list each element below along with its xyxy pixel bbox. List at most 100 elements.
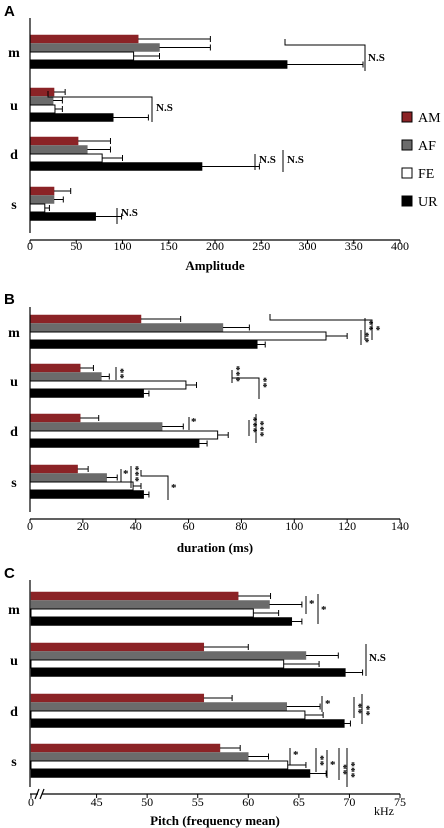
significance-label: *** (133, 465, 145, 482)
category-label: d (10, 148, 18, 163)
significance-label: * (123, 468, 129, 480)
bar-af (30, 752, 249, 761)
x-tick-label: 400 (391, 239, 409, 253)
bar-am (30, 642, 205, 652)
bar-af (30, 651, 307, 660)
bar-ur (30, 668, 346, 677)
x-tick-label: 150 (160, 239, 178, 253)
bar-am (29, 413, 81, 423)
x-tick-label: 140 (391, 519, 409, 533)
category-label: s (11, 476, 17, 491)
bar-fe (29, 331, 327, 341)
x-axis-title: Pitch (frequency mean) (150, 813, 280, 828)
x-axis-title: Amplitude (185, 258, 244, 273)
x-tick-label: 100 (114, 239, 132, 253)
bar-af (29, 473, 107, 482)
panel-letter: A (4, 3, 15, 20)
significance-label: * (321, 604, 327, 616)
significance-label: * (293, 749, 299, 761)
x-tick-label: 0 (27, 519, 33, 533)
significance-bracket (140, 470, 169, 496)
bar-fe (29, 153, 103, 163)
significance-label: ** (118, 368, 130, 380)
significance-label: N.S (156, 102, 173, 114)
significance-label: *** (251, 416, 263, 433)
significance-bracket (284, 39, 366, 67)
x-tick-label: 60 (242, 795, 254, 809)
bar-ur (30, 617, 293, 626)
legend-label-af: AF (418, 139, 436, 154)
significance-label: N.S (369, 652, 386, 664)
x-tick-label: 45 (91, 795, 103, 809)
x-tick-label: 300 (299, 239, 317, 253)
bar-am (29, 314, 142, 324)
bar-fe (29, 430, 219, 440)
category-label: d (10, 425, 18, 440)
bar-am (30, 693, 205, 703)
panel-letter: B (4, 291, 15, 308)
x-tick-label: 120 (338, 519, 356, 533)
legend-label-ur: UR (418, 195, 438, 210)
significance-label: N.S (259, 154, 276, 166)
x-tick-label: 75 (394, 795, 406, 809)
significance-label: N.S (368, 52, 385, 64)
category-label: s (11, 755, 17, 770)
legend: AM AF FE UR (401, 111, 441, 210)
bar-am (29, 87, 55, 97)
axis-break (39, 788, 45, 800)
bar-af (29, 195, 55, 204)
bar-ur (29, 439, 200, 448)
category-label: u (10, 654, 18, 669)
significance-label: *** (234, 365, 246, 382)
significance-label: ** (363, 332, 375, 344)
category-label: s (11, 198, 17, 213)
significance-label: * (330, 759, 336, 771)
significance-label: ** (364, 705, 376, 717)
bar-ur (29, 340, 258, 349)
bar-fe (30, 710, 306, 720)
bar-am (29, 136, 79, 146)
bar-ur (29, 113, 114, 122)
x-tick-label: 350 (345, 239, 363, 253)
panel-c: Cm u d s 0 kHz 45 50 55 60 65 70 75 Pitch (frequency … (4, 565, 406, 828)
legend-swatch-fe (401, 167, 413, 179)
bar-ur (29, 60, 288, 69)
x-tick-label: 80 (235, 519, 247, 533)
x-tick-label: 65 (293, 795, 305, 809)
x-tick-label: 20 (77, 519, 89, 533)
bar-ur (29, 162, 203, 171)
x-tick-label: 100 (285, 519, 303, 533)
bar-am (29, 464, 78, 474)
bar-fe (29, 51, 135, 61)
bar-af (29, 43, 160, 52)
significance-label: ** (318, 755, 330, 767)
bar-am (29, 363, 81, 373)
category-label: u (10, 99, 18, 114)
significance-label: * (325, 698, 331, 710)
bar-ur (29, 212, 96, 221)
bar-fe (29, 104, 56, 114)
axis-break (34, 788, 40, 800)
x-tick-label: 50 (141, 795, 153, 809)
category-label: m (8, 603, 20, 618)
significance-label: *** (258, 420, 270, 437)
significance-label: *** (349, 761, 361, 778)
category-label: d (10, 705, 18, 720)
significance-label: * (374, 325, 386, 331)
category-label: m (8, 326, 20, 341)
bar-af (29, 372, 102, 381)
bar-am (29, 34, 139, 44)
x-tick-label: 55 (192, 795, 204, 809)
bar-ur (29, 389, 144, 398)
legend-swatch-am (401, 111, 413, 123)
significance-label: N.S (121, 207, 138, 219)
x-tick-label: 70 (343, 795, 355, 809)
x-tick-label: 0 (28, 795, 34, 809)
x-axis-title: duration (ms) (177, 540, 253, 555)
bar-ur (30, 719, 345, 728)
bar-fe (30, 659, 285, 669)
legend-label-fe: FE (418, 167, 434, 182)
bar-ur (30, 769, 311, 778)
